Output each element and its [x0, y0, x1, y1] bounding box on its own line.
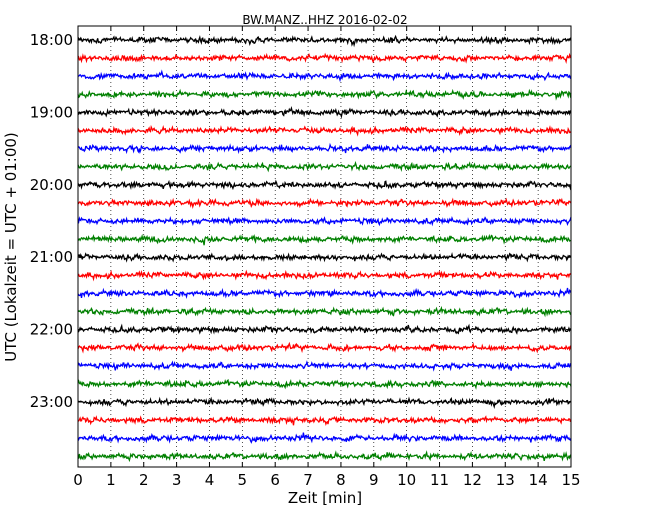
x-tick-label: 7: [303, 471, 313, 489]
plot-frame: [77, 25, 572, 468]
trace-line: [77, 105, 572, 119]
chart-title: BW.MANZ..HHZ 2016-02-02: [242, 13, 407, 27]
trace-line: [77, 52, 572, 65]
x-tick-label: 14: [529, 471, 548, 489]
trace-line: [77, 142, 572, 155]
x-tick-label: 8: [336, 471, 346, 489]
trace-line: [77, 233, 572, 246]
y-tick-label: 19:00: [30, 103, 73, 121]
y-axis-label: UTC (Lokalzeit = UTC + 01:00): [2, 132, 20, 362]
x-tick-label: 2: [139, 471, 149, 489]
trace-line: [77, 34, 572, 48]
trace-line: [77, 69, 572, 83]
x-tick-label: 4: [205, 471, 215, 489]
trace-line: [77, 450, 572, 463]
x-tick-label: 12: [463, 471, 482, 489]
x-tick-label: 1: [106, 471, 116, 489]
trace-line: [77, 432, 572, 444]
y-tick-label: 20:00: [30, 176, 73, 194]
trace-line: [77, 415, 572, 426]
trace-line: [77, 252, 572, 263]
x-tick-label: 3: [172, 471, 182, 489]
x-tick-label: 5: [238, 471, 248, 489]
y-tick-label: 18:00: [30, 31, 73, 49]
x-axis: 0 1 2 3 4 5 6 7 8 9 10 11 12 13 14 15: [73, 26, 581, 489]
x-tick-label: 0: [73, 471, 83, 489]
x-grid: [110, 26, 539, 467]
trace-line: [77, 378, 572, 390]
trace-group: [77, 34, 572, 463]
x-tick-label: 11: [430, 471, 449, 489]
x-tick-label: 9: [369, 471, 379, 489]
x-axis-label: Zeit [min]: [288, 489, 362, 507]
x-tick-label: 13: [496, 471, 515, 489]
trace-line: [77, 179, 572, 191]
trace-line: [77, 124, 572, 137]
trace-line: [77, 269, 572, 282]
y-tick-label: 21:00: [30, 248, 73, 266]
trace-line: [77, 287, 572, 299]
trace-line: [77, 396, 572, 410]
trace-line: [77, 197, 572, 210]
x-tick-label: 6: [270, 471, 280, 489]
x-tick-label: 10: [397, 471, 416, 489]
y-tick-label: 22:00: [30, 321, 73, 339]
trace-line: [77, 305, 572, 318]
y-axis: 18:00 19:00 20:00 21:00 22:00 23:00: [30, 31, 571, 411]
y-tick-label: 23:00: [30, 393, 73, 411]
x-tick-label: 15: [561, 471, 580, 489]
trace-line: [77, 360, 572, 372]
trace-line: [77, 215, 572, 227]
trace-line: [77, 323, 572, 335]
trace-line: [77, 88, 572, 101]
trace-line: [77, 341, 572, 354]
trace-line: [77, 160, 572, 173]
